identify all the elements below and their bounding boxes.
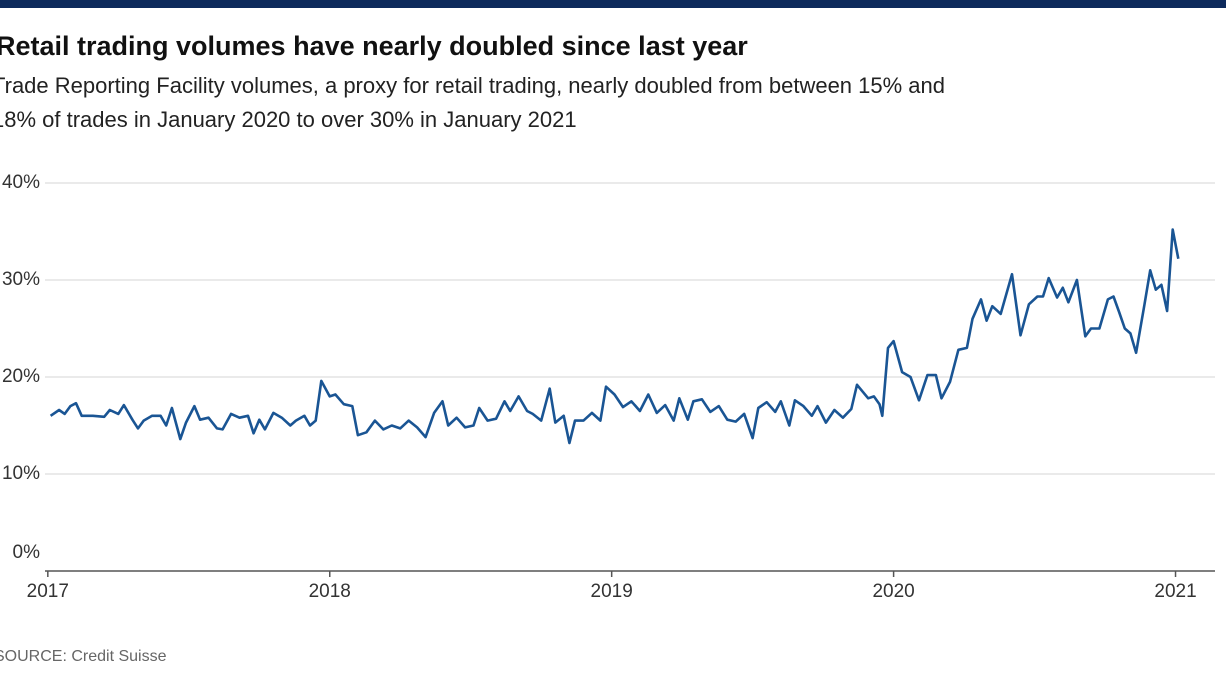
data-line <box>49 228 1180 445</box>
x-tick-label: 2020 <box>872 581 914 602</box>
source: SOURCE: Credit Suisse <box>0 648 167 665</box>
chart-title: Retail trading volumes have nearly doubl… <box>0 31 748 61</box>
chart-subtitle: 18% of trades in January 2020 to over 30… <box>0 107 577 132</box>
chart-subtitle: Trade Reporting Facility volumes, a prox… <box>0 73 945 98</box>
x-tick-label: 2019 <box>591 581 633 602</box>
y-tick-label: 40% <box>2 172 40 193</box>
y-tick-label: 20% <box>2 366 40 387</box>
x-tick-label: 2018 <box>309 581 351 602</box>
y-tick-label: 10% <box>2 463 40 484</box>
x-tick-label: 2021 <box>1154 581 1196 602</box>
top-bar <box>0 0 1226 8</box>
y-tick-label: 30% <box>2 269 40 290</box>
x-tick-label: 2017 <box>27 581 69 602</box>
y-tick-label: 0% <box>13 542 41 563</box>
